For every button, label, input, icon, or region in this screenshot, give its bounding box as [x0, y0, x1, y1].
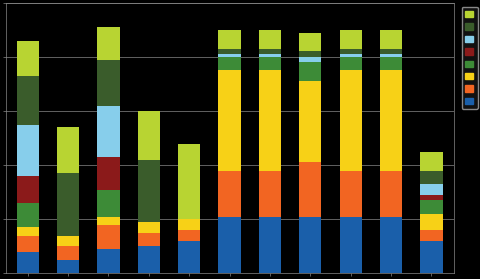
Bar — [259, 54, 281, 57]
Bar — [420, 184, 443, 195]
Bar — [380, 217, 402, 273]
Bar — [380, 49, 402, 54]
Bar — [340, 49, 362, 54]
Bar — [218, 70, 240, 170]
Bar — [380, 57, 402, 70]
Bar — [420, 152, 443, 170]
Bar — [17, 125, 39, 176]
Bar — [259, 30, 281, 49]
Bar — [380, 170, 402, 217]
Bar — [97, 189, 120, 217]
Bar — [420, 241, 443, 273]
Legend: , , , , , , , : , , , , , , , — [462, 7, 478, 109]
Bar — [299, 57, 322, 62]
Bar — [138, 233, 160, 246]
Bar — [420, 214, 443, 230]
Bar — [380, 30, 402, 49]
Bar — [17, 227, 39, 235]
Bar — [340, 54, 362, 57]
Bar — [259, 170, 281, 217]
Bar — [138, 160, 160, 222]
Bar — [138, 246, 160, 273]
Bar — [97, 157, 120, 189]
Bar — [380, 54, 402, 57]
Bar — [97, 27, 120, 60]
Bar — [299, 52, 322, 57]
Bar — [299, 162, 322, 217]
Bar — [57, 173, 79, 235]
Bar — [97, 106, 120, 157]
Bar — [178, 143, 200, 219]
Bar — [218, 54, 240, 57]
Bar — [299, 217, 322, 273]
Bar — [259, 217, 281, 273]
Bar — [138, 111, 160, 160]
Bar — [259, 57, 281, 70]
Bar — [218, 49, 240, 54]
Bar — [420, 170, 443, 184]
Bar — [340, 30, 362, 49]
Bar — [259, 70, 281, 170]
Bar — [299, 33, 322, 52]
Bar — [57, 235, 79, 246]
Bar — [17, 235, 39, 252]
Bar — [178, 230, 200, 241]
Bar — [138, 222, 160, 233]
Bar — [420, 200, 443, 214]
Bar — [420, 230, 443, 241]
Bar — [17, 176, 39, 203]
Bar — [97, 217, 120, 225]
Bar — [57, 260, 79, 273]
Bar — [420, 195, 443, 200]
Bar — [380, 70, 402, 170]
Bar — [178, 241, 200, 273]
Bar — [299, 81, 322, 162]
Bar — [17, 252, 39, 273]
Bar — [97, 225, 120, 249]
Bar — [218, 217, 240, 273]
Bar — [178, 219, 200, 230]
Bar — [17, 76, 39, 125]
Bar — [340, 217, 362, 273]
Bar — [340, 57, 362, 70]
Bar — [17, 203, 39, 227]
Bar — [218, 170, 240, 217]
Bar — [218, 57, 240, 70]
Bar — [97, 60, 120, 106]
Bar — [299, 62, 322, 81]
Bar — [17, 41, 39, 76]
Bar — [97, 249, 120, 273]
Bar — [259, 49, 281, 54]
Bar — [340, 170, 362, 217]
Bar — [218, 30, 240, 49]
Bar — [57, 127, 79, 173]
Bar — [57, 246, 79, 260]
Bar — [340, 70, 362, 170]
